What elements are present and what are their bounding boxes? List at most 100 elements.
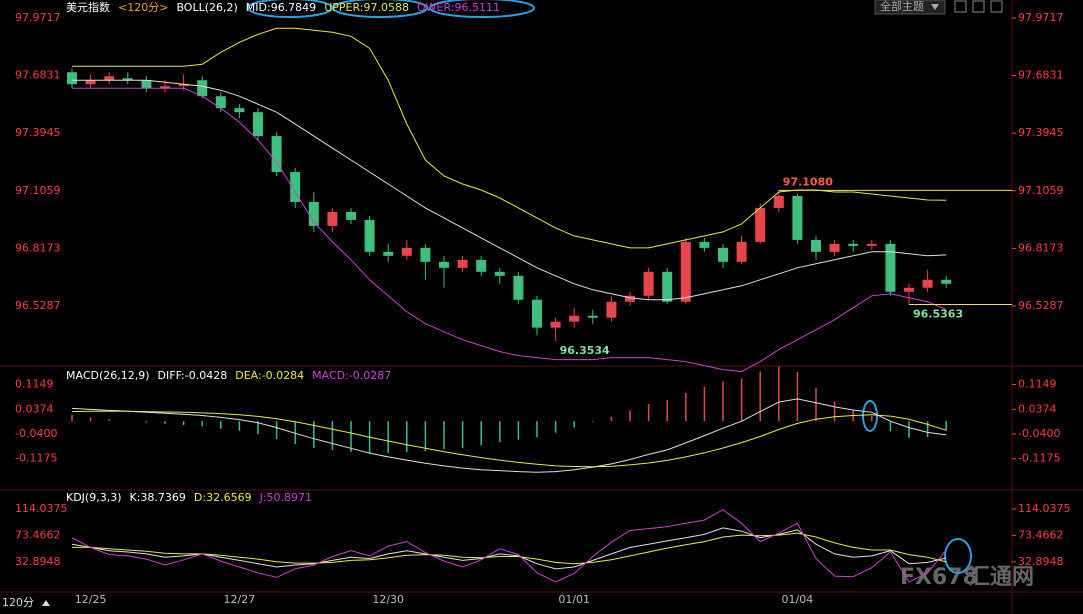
y-tick-label: 96.8173 — [15, 241, 61, 254]
period-arrow — [42, 600, 50, 606]
indicator-label: <120分> — [118, 1, 168, 14]
y-tick-label: 32.8948 — [1018, 555, 1064, 568]
candle-body — [122, 78, 133, 81]
icon-button[interactable] — [954, 0, 967, 13]
dropdown-arrow — [931, 4, 939, 10]
candle-body — [662, 271, 673, 302]
y-tick-label: 97.3945 — [1018, 126, 1064, 139]
indicator-line — [72, 79, 947, 301]
candle-body — [550, 321, 561, 328]
candle-body — [829, 243, 840, 252]
candle-body — [718, 247, 728, 262]
x-tick-label: 12/30 — [372, 593, 404, 606]
candle-body — [476, 259, 487, 272]
annotation: 96.5363 — [913, 307, 963, 320]
x-tick-label: 01/01 — [558, 593, 590, 606]
x-tick-label: 01/04 — [782, 593, 814, 606]
candle-body — [643, 271, 654, 296]
candle-body — [308, 201, 319, 226]
candle-body — [290, 172, 301, 202]
y-tick-label: 97.1059 — [15, 184, 61, 197]
candle-body — [680, 241, 691, 302]
indicator-label: MID:96.7849 — [246, 1, 316, 14]
x-tick-label: 12/25 — [75, 593, 107, 606]
candle-body — [792, 195, 803, 240]
candle-body — [885, 243, 896, 292]
candle-body — [401, 247, 412, 256]
candle-body — [625, 295, 635, 302]
highlight-ellipse — [429, 0, 535, 18]
candle-body — [253, 112, 263, 137]
x-tick-label: 12/27 — [224, 593, 256, 606]
indicator-label: UPPER:97.0588 — [324, 1, 409, 14]
indicator-line — [71, 509, 947, 583]
y-tick-label: 96.8173 — [1018, 241, 1064, 254]
candle-body — [811, 239, 821, 252]
candle-body — [904, 287, 914, 292]
candle-body — [755, 207, 766, 242]
indicator-label: 美元指数 — [66, 0, 110, 14]
y-tick-label: 96.5287 — [15, 299, 61, 312]
y-tick-label: 97.6831 — [1018, 69, 1064, 82]
annotation: 97.1080 — [783, 175, 833, 188]
candle-body — [346, 211, 356, 220]
y-tick-label: 0.1149 — [1018, 378, 1057, 391]
indicator-line — [72, 532, 947, 565]
y-tick-label: 73.4662 — [1018, 528, 1064, 541]
theme-button[interactable] — [874, 0, 946, 15]
candle-body — [587, 315, 598, 318]
indicator-line — [71, 410, 947, 468]
candle-body — [866, 243, 877, 246]
candle-body — [773, 195, 784, 208]
y-tick-label: 0.0374 — [1018, 402, 1057, 415]
indicator-label: K:38.7369 — [130, 491, 186, 504]
icon-button[interactable] — [990, 0, 1003, 13]
indicator-label: OWER:96.5111 — [417, 1, 500, 14]
indicator-label: J:50.8971 — [259, 491, 312, 504]
indicator-line — [72, 27, 947, 249]
indicator-label: KDJ(9,3,3) — [66, 491, 122, 504]
y-tick-label: -0.0400 — [1018, 427, 1060, 440]
y-tick-label: -0.1175 — [15, 452, 57, 465]
indicator-label: DIFF:-0.0428 — [158, 369, 228, 382]
candle-body — [215, 96, 226, 109]
candle-body — [364, 219, 375, 252]
candle-body — [941, 279, 952, 284]
candle-body — [197, 80, 208, 97]
indicator-line — [71, 398, 947, 473]
candle-body — [848, 243, 859, 246]
y-tick-label: 97.6831 — [15, 69, 61, 82]
candle-body — [606, 301, 617, 318]
highlight-ellipse — [332, 0, 428, 18]
candle-body — [67, 72, 77, 85]
candle-body — [513, 275, 524, 300]
indicator-label: MACD(26,12,9) — [66, 369, 150, 382]
y-tick-label: 0.0374 — [15, 402, 54, 415]
period-button[interactable]: 120分 — [2, 596, 34, 609]
candle-body — [494, 271, 505, 276]
icon-button[interactable] — [972, 0, 985, 13]
y-tick-label: 97.3945 — [15, 126, 61, 139]
indicator-line — [72, 87, 947, 373]
highlight-ellipse — [862, 400, 878, 432]
candle-body — [85, 80, 96, 85]
candle-body — [234, 108, 245, 113]
y-tick-label: 114.0375 — [15, 502, 68, 515]
indicator-label: DEA:-0.0284 — [235, 369, 304, 382]
y-tick-label: 0.1149 — [15, 378, 54, 391]
candle-body — [420, 247, 431, 262]
candle-body — [104, 76, 115, 81]
indicator-line — [71, 527, 947, 570]
y-tick-label: 97.1059 — [1018, 184, 1064, 197]
highlight-ellipse — [944, 538, 972, 574]
candle-body — [699, 241, 710, 248]
y-tick-label: 73.4662 — [15, 528, 61, 541]
candle-body — [383, 251, 394, 256]
indicator-label: MACD:-0.0287 — [312, 369, 391, 382]
candle-body — [178, 84, 189, 87]
y-tick-label: 97.9717 — [1018, 11, 1064, 24]
annotation: 96.3534 — [560, 344, 610, 357]
y-tick-label: 32.8948 — [15, 555, 61, 568]
y-tick-label: -0.0400 — [15, 427, 57, 440]
